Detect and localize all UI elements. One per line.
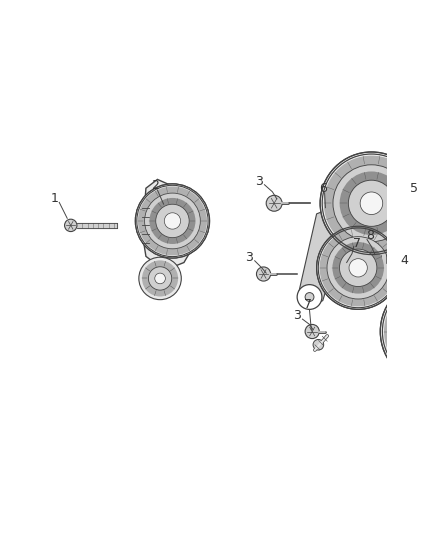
Circle shape xyxy=(148,266,172,290)
Circle shape xyxy=(164,213,180,229)
Circle shape xyxy=(348,259,360,271)
Circle shape xyxy=(324,156,419,251)
Circle shape xyxy=(317,227,400,309)
Text: 3: 3 xyxy=(293,309,301,322)
Text: 3: 3 xyxy=(245,251,253,264)
Circle shape xyxy=(422,320,438,343)
Circle shape xyxy=(410,308,438,356)
Circle shape xyxy=(394,292,438,372)
Polygon shape xyxy=(142,180,197,268)
Circle shape xyxy=(156,204,189,238)
Circle shape xyxy=(319,229,397,306)
Circle shape xyxy=(305,325,319,338)
Circle shape xyxy=(305,293,314,302)
Circle shape xyxy=(360,192,383,215)
Circle shape xyxy=(155,273,166,284)
Circle shape xyxy=(339,249,377,287)
Circle shape xyxy=(327,237,389,299)
Text: 7: 7 xyxy=(353,237,361,249)
Circle shape xyxy=(380,278,438,385)
Circle shape xyxy=(333,165,410,242)
Polygon shape xyxy=(299,212,346,306)
Circle shape xyxy=(384,282,438,381)
Polygon shape xyxy=(339,205,357,219)
Circle shape xyxy=(348,180,395,227)
Circle shape xyxy=(339,172,403,235)
Circle shape xyxy=(149,198,195,244)
Circle shape xyxy=(266,195,282,211)
Circle shape xyxy=(145,193,200,249)
Text: 4: 4 xyxy=(400,254,408,267)
Circle shape xyxy=(400,298,438,365)
Circle shape xyxy=(349,259,367,277)
Text: 5: 5 xyxy=(410,182,418,195)
Circle shape xyxy=(313,340,324,350)
Circle shape xyxy=(257,267,271,281)
Circle shape xyxy=(138,187,207,255)
Circle shape xyxy=(139,257,181,300)
Circle shape xyxy=(332,242,384,294)
Text: 6: 6 xyxy=(319,182,327,195)
Circle shape xyxy=(361,251,377,267)
Circle shape xyxy=(135,184,210,258)
Circle shape xyxy=(320,152,423,255)
Circle shape xyxy=(64,219,77,231)
Text: 8: 8 xyxy=(366,230,374,243)
Text: 2: 2 xyxy=(151,179,159,192)
Text: 3: 3 xyxy=(255,175,263,188)
Text: 1: 1 xyxy=(51,192,59,205)
Circle shape xyxy=(142,261,178,296)
Circle shape xyxy=(297,285,322,309)
Text: 7: 7 xyxy=(304,298,312,311)
